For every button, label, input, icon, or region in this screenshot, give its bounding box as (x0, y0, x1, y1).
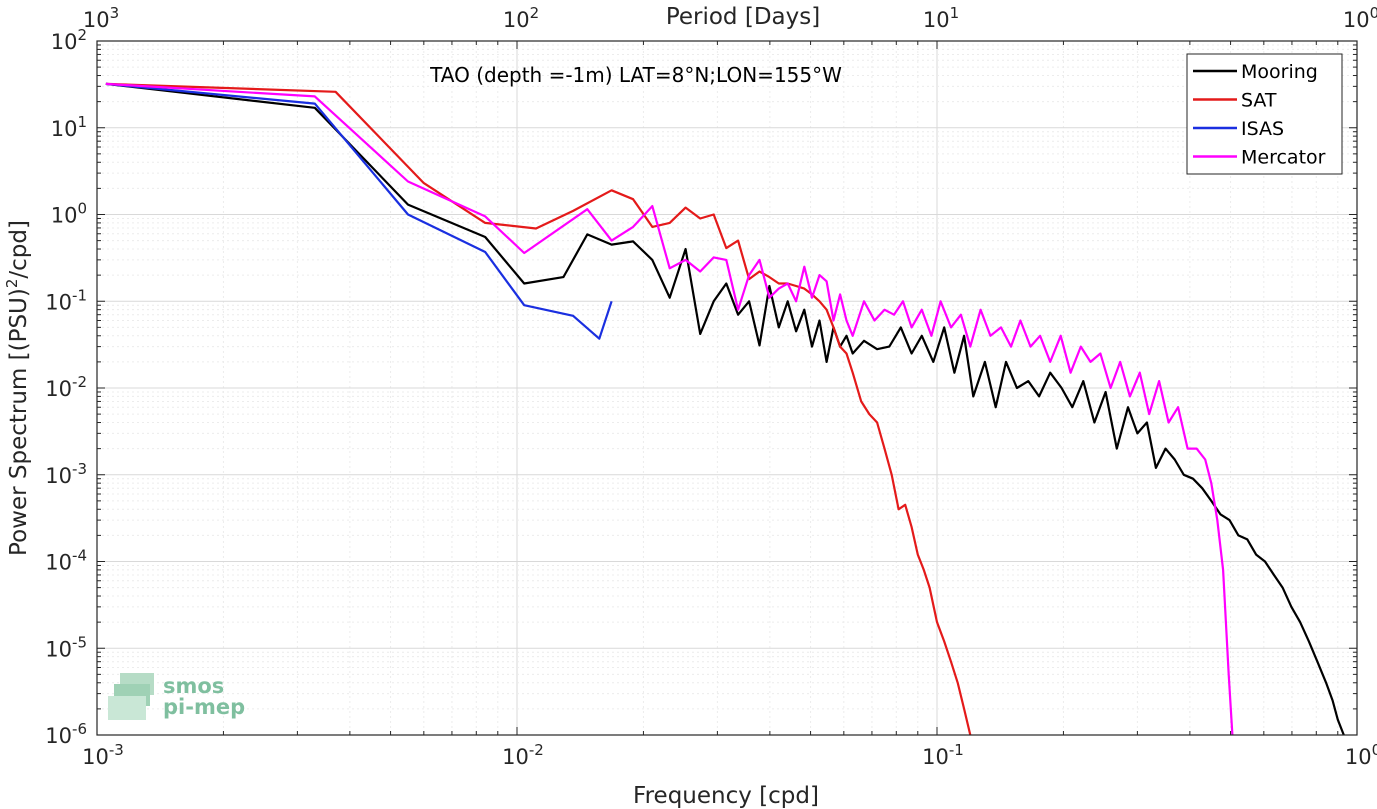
top-axis-label: Period [Days] (666, 4, 820, 30)
y-tick-label: 10-6 (45, 720, 87, 748)
legend: Mooring SAT ISAS Mercator (1186, 53, 1343, 175)
y-axis-label-sup: 2 (3, 279, 21, 289)
x-tick-label: 100 (1345, 741, 1377, 769)
top-tick-label: 100 (1343, 4, 1377, 32)
y-axis-label-tail: /cpd] (6, 220, 32, 279)
top-tick-label: 102 (503, 4, 539, 32)
smos-pi-mep-logo: smos pi-mep (108, 673, 245, 720)
legend-entry-mooring: Mooring (1241, 61, 1318, 83)
y-tick-label: 10-1 (45, 286, 87, 314)
legend-entry-sat: SAT (1241, 90, 1277, 112)
legend-box (1186, 53, 1343, 175)
series-line-isas (105, 82, 613, 340)
series-lines (105, 82, 1345, 736)
series-line-mercator (105, 82, 1234, 736)
legend-entry-isas: ISAS (1241, 118, 1284, 140)
y-tick-label: 101 (51, 113, 87, 141)
x-tick-label: 10-3 (82, 741, 124, 769)
y-axis-label-main: Power Spectrum [(PSU) (6, 288, 32, 556)
y-tick-label: 102 (51, 26, 87, 54)
x-axis-label: Frequency [cpd] (633, 783, 819, 809)
logo-text-line2: pi-mep (163, 695, 245, 719)
x-tick-label: 10-1 (922, 741, 964, 769)
y-tick-label: 10-5 (45, 633, 87, 661)
logo-mark-icon (108, 673, 154, 720)
series-line-sat (105, 82, 972, 736)
y-tick-label: 10-3 (45, 460, 87, 488)
chart-title: TAO (depth =-1m) LAT=8°N;LON=155°W (429, 63, 842, 87)
y-tick-label: 100 (51, 200, 87, 228)
y-axis-label: Power Spectrum [(PSU)2/cpd] (3, 220, 32, 556)
axis-ticks (96, 41, 1357, 736)
logo-text-line1: smos (163, 674, 224, 698)
y-tick-label: 10-4 (45, 547, 87, 575)
series-line-mooring (105, 82, 1345, 736)
top-tick-label: 101 (923, 4, 959, 32)
x-tick-label: 10-2 (502, 741, 544, 769)
legend-entry-mercator: Mercator (1241, 147, 1326, 169)
y-tick-label: 10-2 (45, 373, 87, 401)
top-tick-label: 103 (83, 4, 119, 32)
